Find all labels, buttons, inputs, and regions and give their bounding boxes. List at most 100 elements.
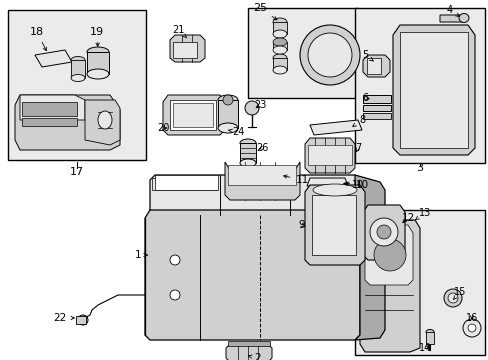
Polygon shape: [362, 205, 404, 260]
Circle shape: [467, 324, 475, 332]
Bar: [425, 332, 433, 344]
Ellipse shape: [98, 111, 112, 129]
Ellipse shape: [425, 329, 433, 334]
Bar: [227, 341, 269, 346]
Ellipse shape: [272, 66, 286, 74]
Bar: [362, 113, 390, 119]
Bar: [76, 316, 86, 324]
Polygon shape: [364, 225, 412, 285]
Circle shape: [307, 33, 351, 77]
Bar: [354, 210, 484, 355]
Polygon shape: [224, 162, 299, 200]
Bar: [227, 165, 295, 185]
Text: 16: 16: [465, 313, 477, 323]
Polygon shape: [305, 138, 354, 173]
Text: 4: 4: [446, 5, 458, 17]
Polygon shape: [362, 55, 389, 77]
Circle shape: [244, 101, 259, 115]
Text: 19: 19: [90, 27, 104, 46]
Circle shape: [299, 25, 359, 85]
Text: 10: 10: [345, 180, 368, 190]
Text: 6: 6: [361, 93, 368, 103]
Polygon shape: [35, 50, 72, 67]
Ellipse shape: [312, 184, 356, 196]
Text: 10: 10: [343, 180, 364, 190]
Text: 13: 13: [415, 208, 430, 220]
Ellipse shape: [272, 18, 286, 26]
Ellipse shape: [272, 46, 286, 54]
Bar: [311, 195, 355, 255]
Text: 22: 22: [53, 313, 74, 323]
Circle shape: [443, 289, 461, 307]
Ellipse shape: [272, 30, 286, 38]
Text: 23: 23: [253, 100, 265, 110]
Circle shape: [170, 290, 180, 300]
Bar: [272, 22, 286, 34]
Text: 15: 15: [452, 287, 465, 300]
Bar: [362, 105, 390, 111]
Text: 17: 17: [70, 167, 84, 177]
Bar: [240, 143, 256, 163]
Text: 3: 3: [416, 163, 423, 173]
Bar: [307, 145, 351, 165]
Circle shape: [373, 239, 405, 271]
Polygon shape: [359, 220, 419, 352]
Polygon shape: [20, 95, 85, 120]
Ellipse shape: [87, 69, 109, 79]
Ellipse shape: [240, 139, 256, 147]
Bar: [152, 178, 217, 190]
Polygon shape: [15, 95, 120, 150]
Polygon shape: [163, 95, 224, 135]
Circle shape: [223, 95, 232, 105]
Text: 5: 5: [361, 50, 372, 61]
Text: 21: 21: [171, 25, 186, 38]
Text: 24: 24: [228, 127, 244, 137]
Bar: [247, 8, 357, 98]
Polygon shape: [155, 175, 218, 190]
Ellipse shape: [240, 159, 256, 167]
Bar: [366, 58, 380, 74]
Polygon shape: [170, 35, 204, 62]
Text: 12: 12: [401, 213, 414, 223]
Bar: [218, 100, 238, 128]
Ellipse shape: [218, 95, 238, 105]
Bar: [173, 103, 213, 127]
Ellipse shape: [272, 38, 286, 46]
Polygon shape: [354, 175, 384, 340]
Bar: [173, 42, 197, 58]
Text: 26: 26: [255, 143, 267, 153]
Bar: [354, 8, 484, 163]
Circle shape: [369, 218, 397, 246]
Polygon shape: [306, 178, 347, 186]
Bar: [22, 118, 77, 126]
Text: 9: 9: [298, 220, 305, 230]
Ellipse shape: [272, 54, 286, 62]
Bar: [272, 58, 286, 70]
Text: 18: 18: [30, 27, 46, 51]
Bar: [87, 52, 109, 74]
Polygon shape: [85, 100, 120, 145]
Bar: [8, 10, 146, 160]
Polygon shape: [225, 344, 271, 360]
Circle shape: [170, 255, 180, 265]
Polygon shape: [305, 185, 364, 265]
Bar: [71, 60, 85, 78]
Ellipse shape: [218, 123, 238, 133]
Ellipse shape: [87, 47, 109, 57]
Text: 20: 20: [157, 123, 169, 133]
Polygon shape: [439, 15, 461, 22]
Polygon shape: [392, 25, 474, 155]
Circle shape: [447, 293, 457, 303]
Text: 2: 2: [248, 353, 261, 360]
Ellipse shape: [71, 57, 85, 63]
Polygon shape: [309, 120, 361, 135]
Text: 7: 7: [354, 143, 360, 153]
Ellipse shape: [458, 13, 468, 22]
Text: 11: 11: [283, 175, 308, 185]
Polygon shape: [150, 175, 359, 215]
Bar: [272, 42, 286, 50]
Text: 8: 8: [352, 115, 365, 126]
Circle shape: [78, 315, 88, 325]
Circle shape: [462, 319, 480, 337]
Bar: [399, 32, 467, 148]
